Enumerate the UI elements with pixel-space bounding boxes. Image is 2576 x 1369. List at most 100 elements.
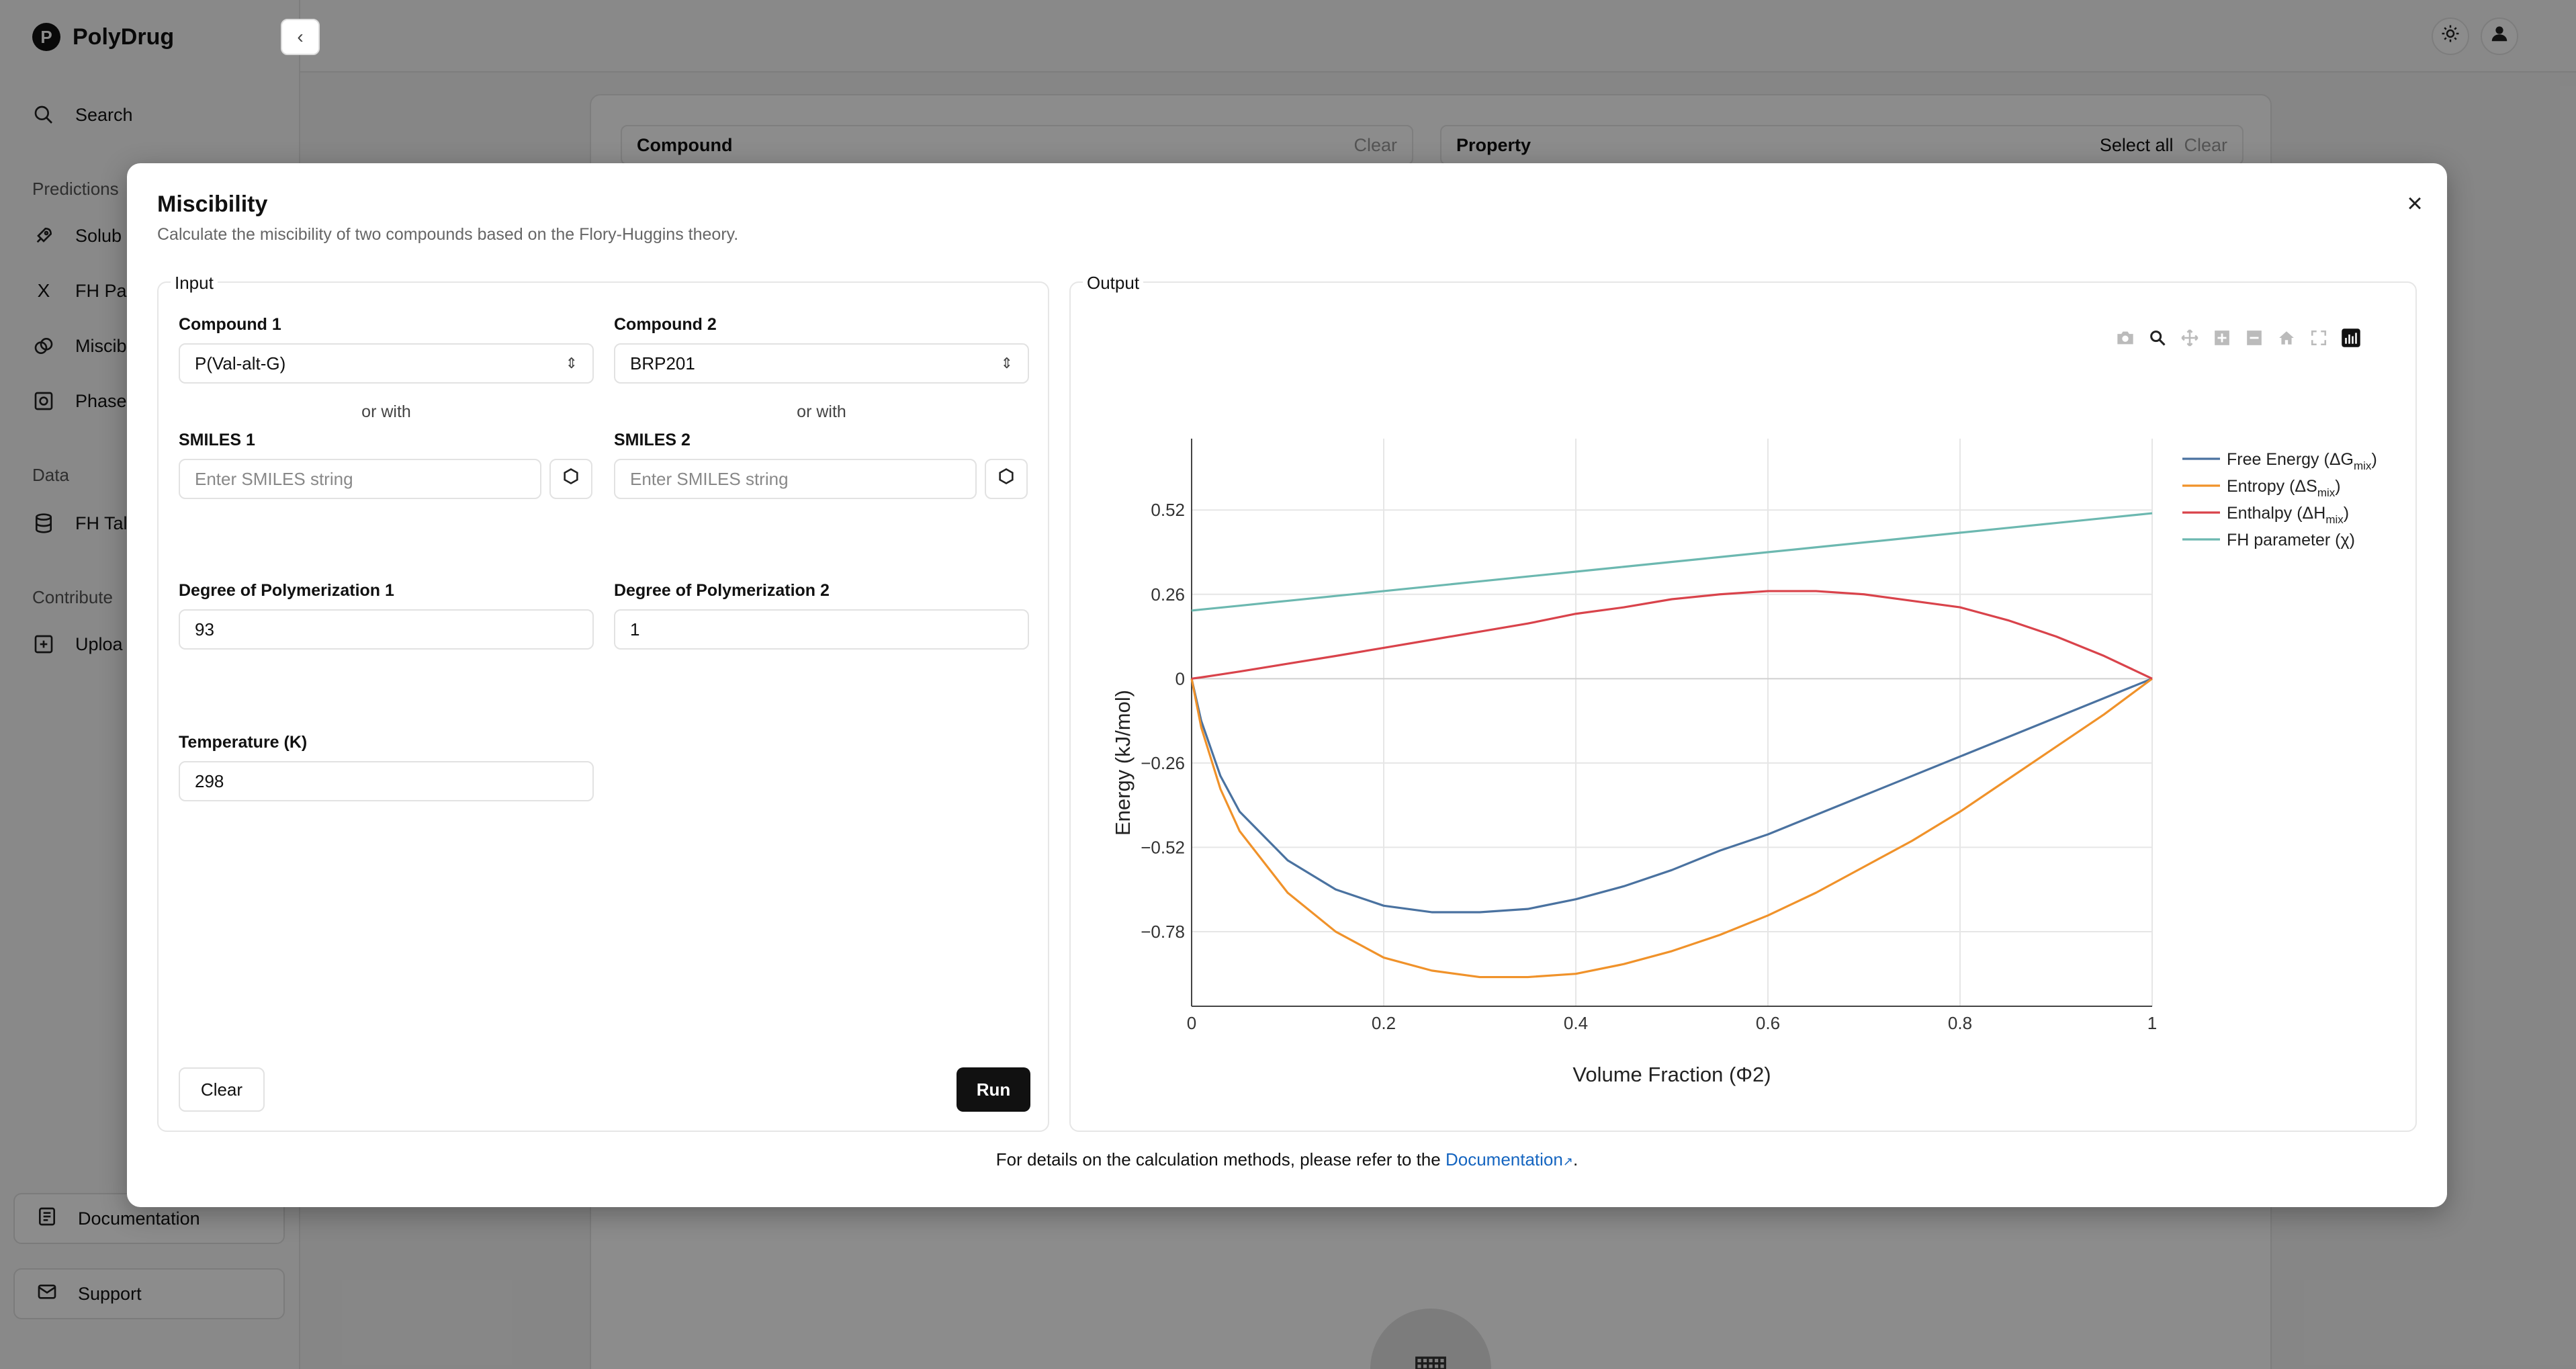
app-name: PolyDrug — [73, 24, 175, 50]
user-menu-button[interactable] — [2481, 17, 2518, 55]
molecule-editor-button-2[interactable] — [985, 459, 1028, 499]
document-icon — [36, 1206, 58, 1232]
home-icon[interactable] — [2270, 324, 2303, 351]
or-with-label-1: or with — [361, 402, 411, 421]
compound-clear-button[interactable]: Clear — [1353, 134, 1397, 155]
y-tick-label: −0.52 — [1141, 837, 1185, 857]
y-axis-title: Energy (kJ/mol) — [1111, 690, 1135, 836]
input-legend: Input — [171, 273, 218, 294]
documentation-footer-link[interactable]: Documentation↗ — [1446, 1149, 1573, 1169]
theme-toggle-button[interactable] — [2432, 17, 2469, 55]
zoom-in-icon[interactable] — [2206, 324, 2238, 351]
y-tick-label: 0.52 — [1151, 500, 1185, 520]
property-filter-label: Property — [1456, 134, 1531, 155]
legend-label-text: FH parameter (χ) — [2227, 531, 2355, 549]
output-legend: Output — [1083, 273, 1144, 294]
x-axis-title: Volume Fraction (Φ2) — [1572, 1063, 1771, 1086]
sidebar-item-search[interactable]: Search — [32, 103, 133, 126]
sidebar-item-fh-table[interactable]: FH Tal — [32, 512, 128, 535]
documentation-footer-link-text: Documentation — [1445, 1149, 1563, 1169]
dialog-title: Miscibility — [157, 191, 268, 217]
sidebar-item-miscibility[interactable]: Miscib — [32, 335, 127, 357]
temperature-label: Temperature (K) — [179, 733, 308, 752]
rings-icon — [32, 335, 55, 357]
plotly-logo-icon[interactable] — [2335, 324, 2367, 351]
compound2-select[interactable]: BRP201 ⇕ — [614, 343, 1029, 384]
legend-label-subscript: mix — [2317, 486, 2336, 499]
dp2-input[interactable]: 1 — [614, 609, 1029, 650]
chevron-up-down-icon: ⇕ — [1000, 355, 1013, 371]
dp2-label: Degree of Polymerization 2 — [614, 581, 830, 600]
database-icon — [32, 512, 55, 535]
external-link-icon: ↗ — [1562, 1155, 1573, 1168]
legend-label-subscript: mix — [2325, 513, 2344, 526]
sidebar-item-solubility[interactable]: Solub — [32, 224, 122, 247]
compound2-label: Compound 2 — [614, 315, 717, 334]
y-tick-label: −0.26 — [1141, 753, 1185, 773]
legend-label-subscript: mix — [2354, 459, 2372, 472]
dp1-value: 93 — [195, 619, 214, 639]
sidebar-item-label: Solub — [75, 225, 122, 246]
documentation-link[interactable]: Documentation — [13, 1193, 285, 1244]
series-line-free-energy — [1190, 677, 2153, 914]
or-with-label-2: or with — [797, 402, 846, 421]
sidebar-item-phase[interactable]: Phase — [32, 390, 127, 412]
property-select-all-button[interactable]: Select all — [2099, 134, 2174, 155]
dp1-label: Degree of Polymerization 1 — [179, 581, 394, 600]
zoom-icon[interactable] — [2141, 324, 2174, 351]
smiles1-label: SMILES 1 — [179, 431, 255, 449]
molecule-editor-button-1[interactable] — [549, 459, 592, 499]
sidebar-item-label: Search — [75, 104, 133, 125]
hexagon-icon — [562, 467, 580, 491]
section-label-contribute: Contribute — [32, 587, 113, 607]
hexagon-icon — [997, 467, 1016, 491]
user-icon — [2489, 24, 2510, 49]
run-button[interactable]: Run — [957, 1067, 1030, 1112]
legend-label: Free Energy (ΔGmix) — [2227, 450, 2377, 472]
support-link[interactable]: Support — [13, 1268, 285, 1319]
legend-label-suffix: ) — [2344, 504, 2349, 523]
x-tick-label: 0.2 — [1372, 1013, 1396, 1033]
compound1-select[interactable]: P(Val-alt-G) ⇕ — [179, 343, 594, 384]
x-tick-label: 0 — [1187, 1013, 1196, 1033]
x-icon: X — [37, 280, 50, 301]
collapse-sidebar-button[interactable]: ‹ — [281, 19, 320, 55]
legend-label: Enthalpy (ΔHmix) — [2227, 504, 2349, 526]
smiles1-input[interactable]: Enter SMILES string — [179, 459, 541, 499]
sidebar-item-label: FH Tal — [75, 513, 128, 533]
footer-text: For details on the calculation methods, … — [995, 1149, 1446, 1169]
camera-icon[interactable] — [2109, 324, 2141, 351]
topbar — [300, 0, 2576, 73]
output-panel: Output — [1069, 273, 2417, 1132]
smiles2-input[interactable]: Enter SMILES string — [614, 459, 977, 499]
support-label: Support — [78, 1283, 142, 1304]
close-icon[interactable]: × — [2407, 189, 2423, 218]
sun-icon — [2440, 24, 2460, 49]
chevron-up-down-icon: ⇕ — [565, 355, 578, 371]
sidebar-item-upload[interactable]: Uploa — [32, 633, 123, 656]
dp1-input[interactable]: 93 — [179, 609, 594, 650]
compound2-value: BRP201 — [630, 353, 695, 373]
property-clear-button[interactable]: Clear — [2184, 134, 2227, 155]
y-tick-label: −0.78 — [1141, 922, 1185, 942]
autoscale-icon[interactable] — [2303, 324, 2335, 351]
temperature-input[interactable]: 298 — [179, 761, 594, 801]
zoom-out-icon[interactable] — [2238, 324, 2270, 351]
legend-label: FH parameter (χ) — [2227, 531, 2355, 549]
rocket-icon — [32, 224, 55, 247]
target-icon — [32, 390, 55, 412]
series-line-fh-parameter — [1191, 512, 2153, 612]
miscibility-chart: 0 0.2 0.4 0.6 0.8 1 0.52 0.26 0 −0.26 −0.52 −0.78 Vo… — [1111, 439, 2377, 1086]
search-icon — [32, 103, 55, 126]
chevron-left-icon: ‹ — [297, 26, 304, 47]
footer-note: For details on the calculation methods, … — [127, 1149, 2447, 1170]
brand[interactable]: P PolyDrug — [32, 23, 174, 51]
input-panel: Input Compound 1 P(Val-alt-G) ⇕ Compound… — [157, 273, 1049, 1132]
smiles2-label: SMILES 2 — [614, 431, 691, 449]
clear-button[interactable]: Clear — [179, 1067, 265, 1112]
mail-icon — [36, 1281, 58, 1307]
pan-icon[interactable] — [2174, 324, 2206, 351]
x-tick-label: 0.6 — [1756, 1013, 1780, 1033]
sidebar-item-fh-parameter[interactable]: X FH Pa — [32, 279, 127, 302]
y-tick-label: 0 — [1175, 668, 1185, 689]
